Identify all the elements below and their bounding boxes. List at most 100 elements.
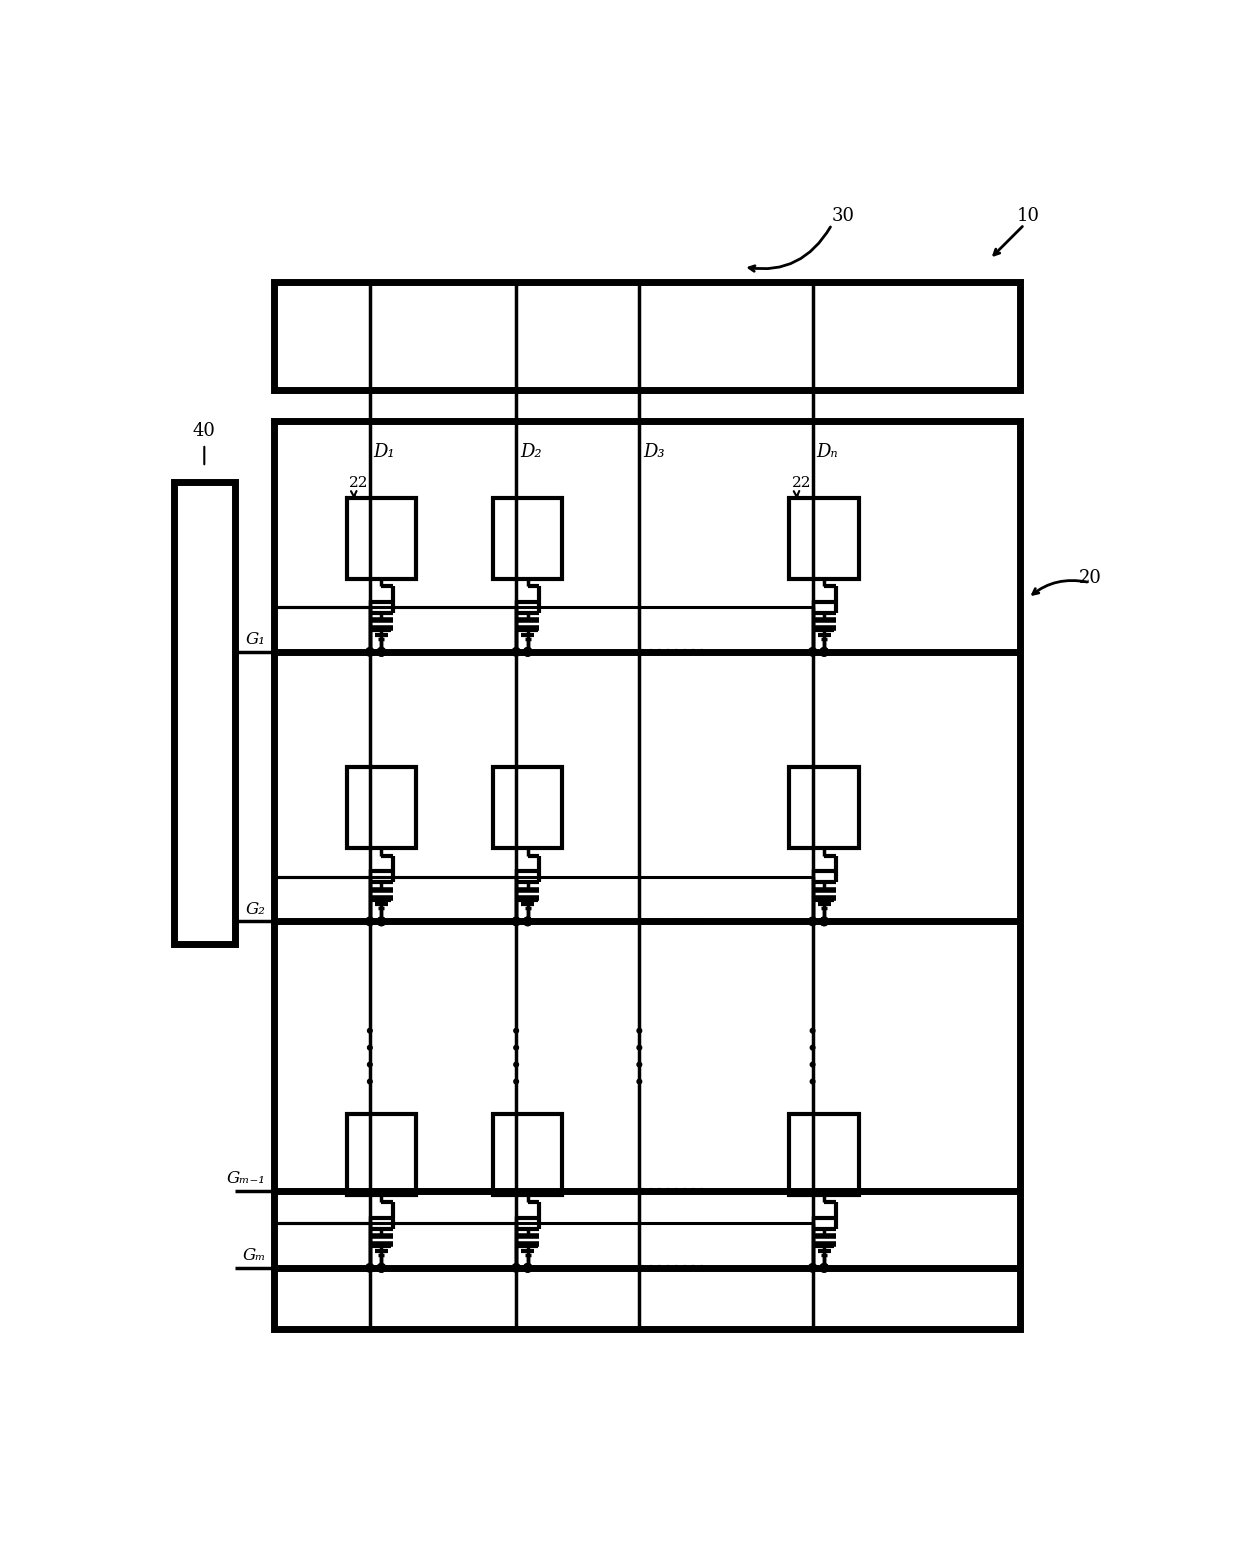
Text: 30: 30 [832,206,854,225]
Circle shape [523,647,532,656]
Bar [494,767,563,849]
Circle shape [512,1263,521,1272]
Circle shape [512,917,521,925]
Circle shape [810,1078,815,1083]
Circle shape [810,1046,815,1050]
Text: G₁: G₁ [246,631,265,649]
Circle shape [649,919,653,924]
Circle shape [523,1263,532,1272]
Circle shape [640,1266,645,1271]
Circle shape [691,919,696,924]
Circle shape [691,1266,696,1271]
Circle shape [675,1188,678,1193]
Bar [174,483,236,944]
Circle shape [810,1028,815,1033]
Circle shape [649,650,653,655]
Text: Dₙ: Dₙ [816,442,838,461]
Circle shape [513,1046,518,1050]
Circle shape [513,1063,518,1068]
Circle shape [377,917,386,925]
Circle shape [820,917,828,925]
Circle shape [675,1266,678,1271]
Text: Gₘ₋₁: Gₘ₋₁ [227,1171,265,1186]
Circle shape [675,919,678,924]
Circle shape [699,1266,704,1271]
Circle shape [377,647,386,656]
Circle shape [699,919,704,924]
Circle shape [810,1063,815,1068]
Circle shape [649,1188,653,1193]
Circle shape [637,1046,641,1050]
Text: 10: 10 [1017,206,1039,225]
Circle shape [682,1188,687,1193]
Circle shape [523,1263,532,1272]
Text: G₂: G₂ [246,900,265,917]
Circle shape [682,1266,687,1271]
Circle shape [512,647,521,656]
Text: 22: 22 [792,477,811,491]
Text: D₂: D₂ [520,442,542,461]
Text: 40: 40 [193,422,216,441]
Circle shape [820,647,828,656]
Bar [494,1114,563,1194]
Bar [790,499,859,578]
Circle shape [666,919,670,924]
Circle shape [691,650,696,655]
Circle shape [523,917,532,925]
Circle shape [820,647,828,656]
Circle shape [640,919,645,924]
Circle shape [820,917,828,925]
Bar [790,767,859,849]
Bar [347,1114,417,1194]
Circle shape [377,1263,386,1272]
Text: 20: 20 [1079,569,1101,586]
Circle shape [808,917,817,925]
Circle shape [640,650,645,655]
Circle shape [366,647,374,656]
Circle shape [523,647,532,656]
Circle shape [523,917,532,925]
Circle shape [377,647,386,656]
Circle shape [367,1063,372,1068]
Bar [347,767,417,849]
Circle shape [666,1266,670,1271]
Circle shape [666,1188,670,1193]
Circle shape [366,1263,374,1272]
Circle shape [649,1266,653,1271]
Circle shape [666,650,670,655]
Circle shape [820,1263,828,1272]
Circle shape [513,1078,518,1083]
Bar [274,420,1021,1330]
Circle shape [367,1028,372,1033]
Circle shape [377,1263,386,1272]
Circle shape [682,919,687,924]
Bar [494,499,563,578]
Circle shape [699,1188,704,1193]
Text: D₃: D₃ [644,442,665,461]
Circle shape [691,1188,696,1193]
Circle shape [637,1028,641,1033]
Circle shape [377,917,386,925]
Circle shape [808,647,817,656]
Circle shape [637,1078,641,1083]
Circle shape [637,1063,641,1068]
Bar [790,1114,859,1194]
Text: 22: 22 [350,477,368,491]
Circle shape [699,650,704,655]
Bar [347,499,417,578]
Circle shape [682,650,687,655]
Circle shape [657,650,662,655]
Circle shape [675,650,678,655]
Text: D₁: D₁ [373,442,396,461]
Circle shape [367,1078,372,1083]
Circle shape [820,1263,828,1272]
Circle shape [640,1188,645,1193]
Circle shape [657,919,662,924]
Circle shape [367,1046,372,1050]
Bar [274,283,1021,391]
Circle shape [657,1188,662,1193]
Circle shape [366,917,374,925]
Text: Gₘ: Gₘ [242,1247,265,1264]
Circle shape [808,1263,817,1272]
Circle shape [513,1028,518,1033]
